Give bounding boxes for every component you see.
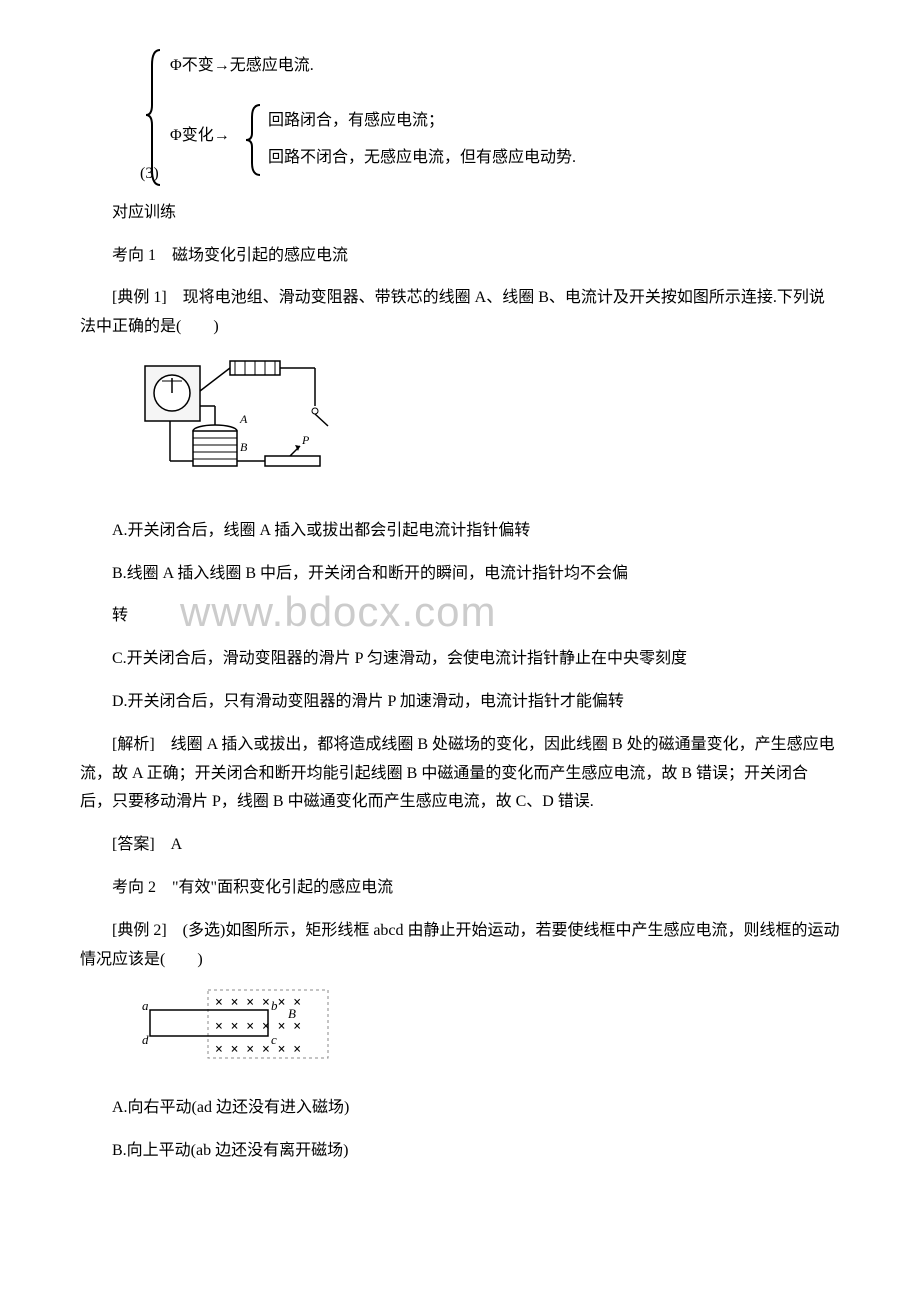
direction2-title: 考向 2 "有效"面积变化引起的感应电流 bbox=[80, 874, 840, 903]
example1-analysis: [解析] 线圈 A 插入或拔出，都将造成线圈 B 处磁场的变化，因此线圈 B 处… bbox=[80, 731, 840, 817]
svg-text:× × × × × ×: × × × × × × bbox=[215, 1019, 301, 1034]
svg-text:d: d bbox=[142, 1032, 149, 1047]
brace-line1: Φ不变→无感应电流. bbox=[170, 55, 314, 74]
example1-optD: D.开关闭合后，只有滑动变阻器的滑片 P 加速滑动，电流计指针才能偏转 bbox=[80, 688, 840, 717]
svg-text:B: B bbox=[288, 1006, 296, 1021]
svg-text:× × × × × ×: × × × × × × bbox=[215, 1042, 301, 1057]
direction1-title: 考向 1 磁场变化引起的感应电流 bbox=[80, 242, 840, 271]
example1-figure: A B P bbox=[140, 356, 840, 497]
svg-text:a: a bbox=[142, 998, 149, 1013]
brace-sub2: 回路不闭合，无感应电流，但有感应电动势. bbox=[268, 147, 576, 166]
example2-stem: [典例 2] (多选)如图所示，矩形线框 abcd 由静止开始运动，若要使线框中… bbox=[80, 917, 840, 975]
example1-optA: A.开关闭合后，线圈 A 插入或拔出都会引起电流计指针偏转 bbox=[80, 517, 840, 546]
training-label: 对应训练 bbox=[80, 199, 840, 228]
svg-text:A: A bbox=[239, 412, 248, 426]
brace-line2-left: Φ变化→ bbox=[170, 126, 230, 144]
svg-text:b: b bbox=[271, 998, 278, 1013]
example1-stem: [典例 1] 现将电池组、滑动变阻器、带铁芯的线圈 A、线圈 B、电流计及开关按… bbox=[80, 284, 840, 342]
example1-optB-cont: 转 bbox=[80, 602, 840, 631]
example1-optB: B.线圈 A 插入线圈 B 中后，开关闭合和断开的瞬间，电流计指针均不会偏 bbox=[80, 560, 840, 589]
svg-text:B: B bbox=[240, 440, 248, 454]
example1-answer: [答案] A bbox=[80, 831, 840, 860]
brace-diagram: Φ不变→无感应电流. Φ变化→ 回路闭合，有感应电流； 回路不闭合，无感应电流，… bbox=[80, 40, 840, 189]
brace-sub1: 回路闭合，有感应电流； bbox=[268, 110, 444, 129]
example2-optB: B.向上平动(ab 边还没有离开磁场) bbox=[80, 1137, 840, 1166]
example2-figure: × × × × × × × × × × × × × × × × × × a b … bbox=[140, 988, 840, 1074]
example2-optA: A.向右平动(ad 边还没有进入磁场) bbox=[80, 1094, 840, 1123]
svg-text:P: P bbox=[301, 433, 310, 447]
example1-optC: C.开关闭合后，滑动变阻器的滑片 P 匀速滑动，会使电流计指针静止在中央零刻度 bbox=[80, 645, 840, 674]
svg-text:c: c bbox=[271, 1032, 277, 1047]
